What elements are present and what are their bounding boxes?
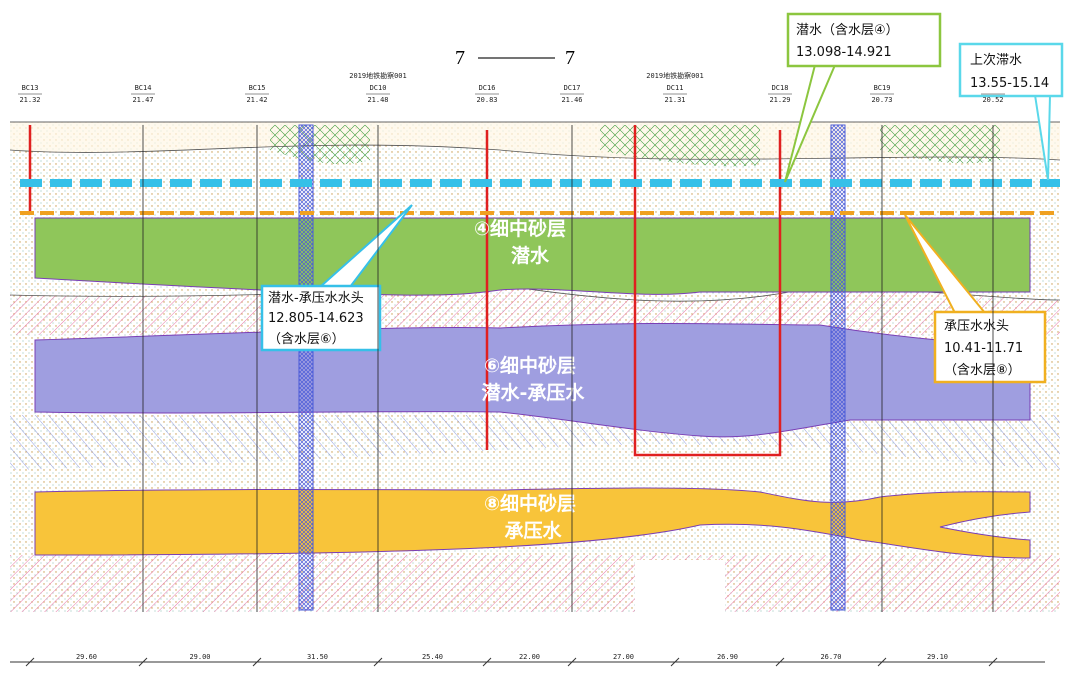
survey-label: 2019地铁勘察001	[349, 71, 407, 80]
layer-water: 潜水	[511, 244, 550, 267]
borehole-elevation: 21.31	[664, 96, 685, 104]
borehole-name: BC13	[22, 84, 39, 92]
borehole-name: DC11	[667, 84, 684, 92]
distance: 25.40	[422, 653, 443, 661]
borehole-name: BC19	[874, 84, 891, 92]
borehole-name: DC10	[370, 84, 387, 92]
callout-range: 10.41-11.71	[944, 341, 1023, 356]
borehole-name: BC15	[249, 84, 266, 92]
borehole-name: DC16	[479, 84, 496, 92]
callout-note: （含水层⑧）	[944, 362, 1021, 378]
callout-range: 12.805-14.623	[268, 311, 364, 326]
borehole-name: DC17	[564, 84, 581, 92]
borehole-elevation: 21.32	[19, 96, 40, 104]
distance: 26.70	[820, 653, 841, 661]
borehole-elevation: 21.29	[769, 96, 790, 104]
layer-name: ⑥细中砂层	[484, 354, 576, 377]
borehole-elevation: 20.73	[871, 96, 892, 104]
layer-8	[34, 487, 1031, 559]
callout-title: 潜水（含水层④）	[796, 22, 899, 38]
pile	[298, 124, 314, 611]
pile	[830, 124, 846, 611]
callout-box	[958, 42, 1064, 98]
distance: 26.90	[717, 653, 738, 661]
borehole-elevation: 20.52	[982, 96, 1003, 104]
borehole-elevation: 21.42	[246, 96, 267, 104]
callout-title: 潜水-承压水水头	[268, 291, 364, 306]
distance: 29.00	[189, 653, 210, 661]
title-left: 7	[455, 47, 465, 69]
distance: 29.10	[927, 653, 948, 661]
title-right: 7	[565, 47, 575, 69]
borehole-name: DC18	[772, 84, 789, 92]
borehole-name: BC14	[135, 84, 152, 92]
distance: 22.00	[519, 653, 540, 661]
distance: 27.00	[613, 653, 634, 661]
callout-title: 承压水水头	[944, 319, 1009, 334]
callout-note: （含水层⑥）	[268, 331, 345, 347]
generated: BC13 21.32 BC14 21.47 BC15 21.42 DC10 21.48 DC16…	[18, 84, 1005, 667]
callout-box	[933, 310, 1047, 384]
callout-title: 上次滞水	[970, 52, 1022, 68]
callout-box	[786, 12, 942, 68]
borehole-elevation: 20.83	[476, 96, 497, 104]
borehole-elevation: 21.47	[132, 96, 153, 104]
survey-label: 2019地铁勘察001	[646, 71, 704, 80]
callout-range: 13.55-15.14	[970, 76, 1049, 91]
borehole-elevation: 21.46	[561, 96, 582, 104]
callout-range: 13.098-14.921	[796, 45, 892, 60]
borehole-elevation: 21.48	[367, 96, 388, 104]
callout-box	[260, 284, 382, 352]
layer-name: ⑧细中砂层	[484, 492, 576, 515]
layer-water: 潜水-承压水	[482, 381, 586, 404]
distance: 31.50	[307, 653, 328, 661]
layer-water: 承压水	[504, 520, 562, 542]
layer-name: ④细中砂层	[474, 217, 566, 240]
distance: 29.60	[76, 653, 97, 661]
